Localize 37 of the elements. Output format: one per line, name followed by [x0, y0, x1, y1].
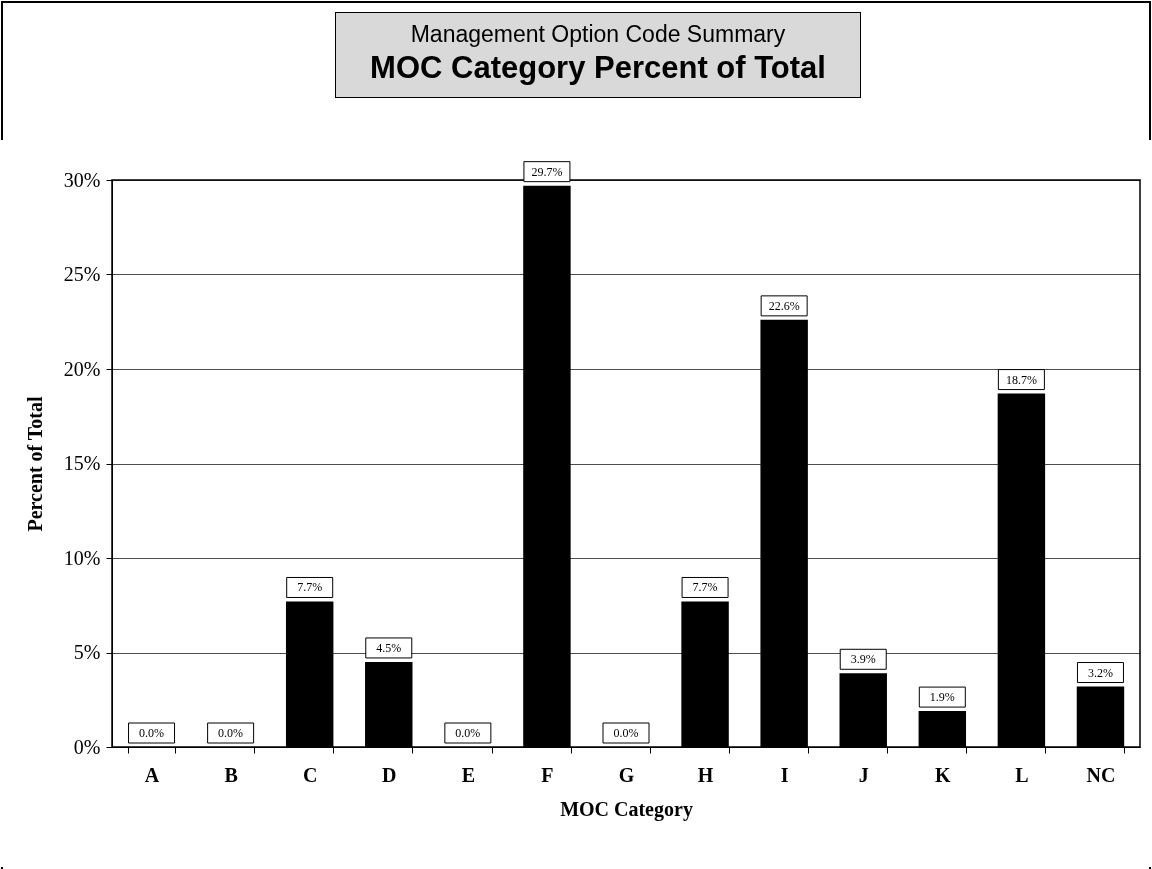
- data-label: 0.0%: [218, 726, 244, 740]
- data-label: 3.9%: [850, 652, 876, 667]
- data-label: 7.7%: [297, 580, 323, 595]
- data-label: 0.0%: [613, 726, 639, 740]
- y-axis-title: Percent of Total: [23, 395, 46, 532]
- x-tick-label: E: [461, 763, 476, 786]
- y-tick-label: 10%: [63, 546, 101, 569]
- x-tick-label: C: [302, 763, 318, 786]
- x-tick-label: H: [697, 763, 714, 786]
- chart-subtitle: Management Option Code Summary: [409, 21, 787, 48]
- x-tick-label: K: [935, 763, 952, 786]
- y-tick-label: 0%: [73, 735, 101, 758]
- y-tick-label: 15%: [63, 452, 101, 474]
- data-label: 18.7%: [1005, 372, 1037, 387]
- data-label: 3.2%: [1087, 665, 1113, 680]
- data-label: 4.5%: [376, 640, 402, 655]
- x-tick-label: A: [144, 763, 160, 786]
- y-tick-label: 30%: [63, 168, 101, 191]
- x-tick-label: D: [382, 763, 397, 786]
- data-label: 7.7%: [692, 580, 718, 595]
- data-label: 1.9%: [929, 690, 955, 705]
- x-tick-label: B: [224, 763, 238, 786]
- chart-title: MOC Category Percent of Total: [369, 50, 827, 86]
- x-tick-label: I: [780, 763, 789, 786]
- data-label: 0.0%: [139, 726, 165, 740]
- x-tick-label: G: [618, 763, 635, 786]
- data-label: 22.6%: [768, 298, 800, 313]
- y-tick-label: 25%: [63, 263, 101, 285]
- y-tick-label: 20%: [63, 357, 101, 380]
- data-label: 0.0%: [455, 726, 481, 740]
- x-tick-label: F: [541, 763, 554, 786]
- x-tick-label: J: [858, 763, 869, 786]
- x-tick-label: NC: [1086, 763, 1116, 786]
- x-tick-label: L: [1015, 763, 1029, 786]
- y-tick-label: 5%: [73, 641, 101, 663]
- data-label: 29.7%: [531, 164, 563, 179]
- x-axis-title: MOC Category: [560, 797, 693, 821]
